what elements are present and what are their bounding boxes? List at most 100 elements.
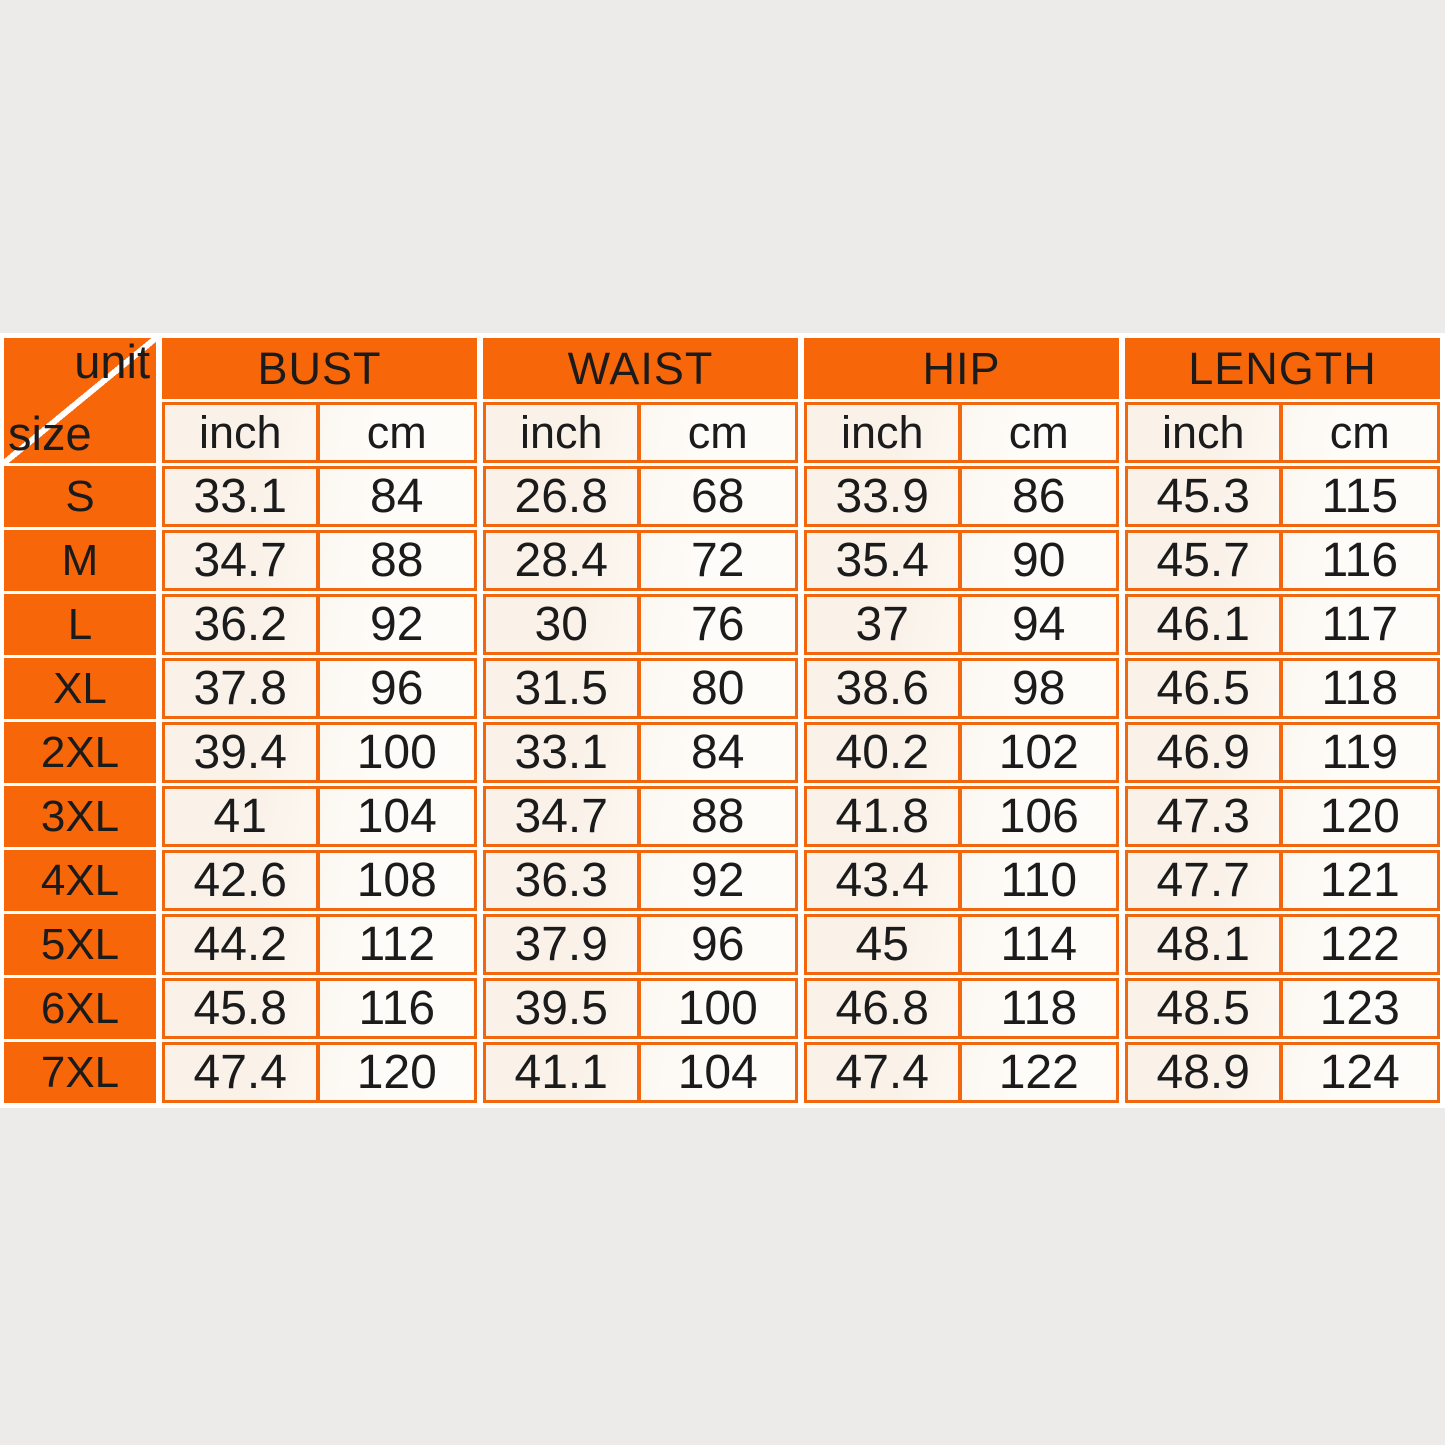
value-pair: 26.8 68 bbox=[483, 466, 798, 527]
value-cell: 46.8 bbox=[807, 981, 962, 1036]
value-cell: 48.9 bbox=[1128, 1045, 1283, 1100]
unit-header-hip: inch cm bbox=[804, 402, 1119, 463]
value-pair: 37.9 96 bbox=[483, 914, 798, 975]
value-pair: 46.5 118 bbox=[1125, 658, 1440, 719]
value-cell: 37.8 bbox=[165, 661, 320, 716]
value-pair: 31.5 80 bbox=[483, 658, 798, 719]
unit-label-cm: cm bbox=[1329, 406, 1390, 458]
value-cell: 39.4 bbox=[165, 725, 320, 780]
value-pair: 47.4 120 bbox=[162, 1042, 477, 1103]
value-cell: 28.4 bbox=[486, 533, 641, 588]
value-cell: 26.8 bbox=[486, 469, 641, 524]
value-pair: 48.1 122 bbox=[1125, 914, 1440, 975]
value-pair: 33.1 84 bbox=[483, 722, 798, 783]
table-row: XL 37.8 96 31.5 80 38.6 98 46.5 118 bbox=[4, 658, 1442, 719]
column-header-bust: BUST bbox=[162, 338, 477, 399]
unit-header-length: inch cm bbox=[1125, 402, 1440, 463]
table-row: M 34.7 88 28.4 72 35.4 90 45.7 116 bbox=[4, 530, 1442, 591]
value-cell: 92 bbox=[370, 598, 424, 651]
value-cell: 104 bbox=[677, 1046, 758, 1099]
table-row: 3XL 41 104 34.7 88 41.8 106 47.3 120 bbox=[4, 786, 1442, 847]
value-pair: 36.2 92 bbox=[162, 594, 477, 655]
value-cell: 90 bbox=[1012, 534, 1066, 587]
corner-unit-size-cell: unit size bbox=[4, 338, 156, 463]
size-label: 7XL bbox=[4, 1042, 156, 1103]
unit-label-inch: inch bbox=[486, 405, 641, 460]
table-row: 5XL 44.2 112 37.9 96 45 114 48.1 122 bbox=[4, 914, 1442, 975]
value-cell: 84 bbox=[370, 470, 424, 523]
value-cell: 76 bbox=[691, 598, 745, 651]
value-cell: 116 bbox=[1321, 534, 1399, 587]
value-cell: 33.1 bbox=[486, 725, 641, 780]
value-cell: 45.8 bbox=[165, 981, 320, 1036]
value-cell: 122 bbox=[998, 1046, 1079, 1099]
value-cell: 80 bbox=[691, 662, 745, 715]
value-pair: 48.5 123 bbox=[1125, 978, 1440, 1039]
size-label: 5XL bbox=[4, 914, 156, 975]
value-cell: 123 bbox=[1319, 982, 1400, 1035]
value-cell: 34.7 bbox=[165, 533, 320, 588]
value-pair: 40.2 102 bbox=[804, 722, 1119, 783]
value-cell: 100 bbox=[356, 726, 437, 779]
value-cell: 86 bbox=[1012, 470, 1066, 523]
value-cell: 118 bbox=[1321, 662, 1399, 715]
value-pair: 45.7 116 bbox=[1125, 530, 1440, 591]
value-cell: 45.7 bbox=[1128, 533, 1283, 588]
value-cell: 47.4 bbox=[165, 1045, 320, 1100]
value-cell: 48.1 bbox=[1128, 917, 1283, 972]
value-cell: 36.2 bbox=[165, 597, 320, 652]
value-cell: 121 bbox=[1319, 854, 1400, 907]
value-cell: 30 bbox=[486, 597, 641, 652]
value-cell: 115 bbox=[1321, 470, 1399, 523]
value-pair: 39.5 100 bbox=[483, 978, 798, 1039]
value-cell: 92 bbox=[691, 854, 745, 907]
value-pair: 37 94 bbox=[804, 594, 1119, 655]
size-label: 4XL bbox=[4, 850, 156, 911]
value-cell: 46.5 bbox=[1128, 661, 1283, 716]
table-row: 2XL 39.4 100 33.1 84 40.2 102 46.9 119 bbox=[4, 722, 1442, 783]
value-cell: 116 bbox=[358, 982, 436, 1035]
value-pair: 41 104 bbox=[162, 786, 477, 847]
value-cell: 110 bbox=[1000, 854, 1078, 907]
size-label: 3XL bbox=[4, 786, 156, 847]
value-cell: 88 bbox=[691, 790, 745, 843]
value-cell: 120 bbox=[1319, 790, 1400, 843]
value-cell: 41 bbox=[165, 789, 320, 844]
value-pair: 47.7 121 bbox=[1125, 850, 1440, 911]
value-cell: 114 bbox=[1000, 918, 1078, 971]
value-pair: 46.9 119 bbox=[1125, 722, 1440, 783]
value-cell: 43.4 bbox=[807, 853, 962, 908]
value-cell: 42.6 bbox=[165, 853, 320, 908]
size-label: L bbox=[4, 594, 156, 655]
unit-label-inch: inch bbox=[165, 405, 320, 460]
unit-label-cm: cm bbox=[1008, 406, 1069, 458]
value-pair: 42.6 108 bbox=[162, 850, 477, 911]
value-cell: 36.3 bbox=[486, 853, 641, 908]
unit-header-waist: inch cm bbox=[483, 402, 798, 463]
value-cell: 120 bbox=[356, 1046, 437, 1099]
value-cell: 37 bbox=[807, 597, 962, 652]
value-pair: 33.9 86 bbox=[804, 466, 1119, 527]
size-label: M bbox=[4, 530, 156, 591]
value-pair: 41.8 106 bbox=[804, 786, 1119, 847]
table-row: 4XL 42.6 108 36.3 92 43.4 110 47.7 121 bbox=[4, 850, 1442, 911]
value-cell: 96 bbox=[370, 662, 424, 715]
value-cell: 96 bbox=[691, 918, 745, 971]
table-body: S 33.1 84 26.8 68 33.9 86 45.3 115 M 34.7 88 28.4 72 3… bbox=[4, 466, 1442, 1103]
column-header-hip: HIP bbox=[804, 338, 1119, 399]
value-cell: 100 bbox=[677, 982, 758, 1035]
column-header-waist: WAIST bbox=[483, 338, 798, 399]
size-label: 6XL bbox=[4, 978, 156, 1039]
value-cell: 39.5 bbox=[486, 981, 641, 1036]
value-cell: 68 bbox=[691, 470, 745, 523]
value-cell: 44.2 bbox=[165, 917, 320, 972]
unit-label-cm: cm bbox=[366, 406, 427, 458]
value-pair: 43.4 110 bbox=[804, 850, 1119, 911]
table-row: 7XL 47.4 120 41.1 104 47.4 122 48.9 124 bbox=[4, 1042, 1442, 1103]
column-header-length: LENGTH bbox=[1125, 338, 1440, 399]
unit-label-inch: inch bbox=[1128, 405, 1283, 460]
value-cell: 33.1 bbox=[165, 469, 320, 524]
value-cell: 88 bbox=[370, 534, 424, 587]
value-pair: 33.1 84 bbox=[162, 466, 477, 527]
value-cell: 45 bbox=[807, 917, 962, 972]
